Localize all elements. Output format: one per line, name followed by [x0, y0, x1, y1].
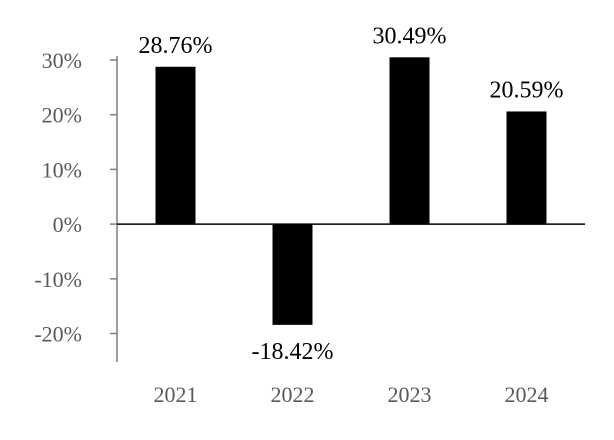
bar-2022: [272, 224, 313, 325]
bars: [155, 57, 547, 325]
y-tick-label: -10%: [34, 267, 82, 292]
data-labels: 28.76% -18.42% 30.49% 20.59%: [139, 23, 564, 365]
bar-2021: [155, 66, 196, 225]
y-tick-label: 20%: [42, 103, 82, 128]
y-tick-label: -20%: [34, 322, 82, 347]
x-axis: 2021 2022 2023 2024: [117, 223, 585, 407]
y-tick-label: 0%: [53, 212, 82, 237]
data-label-2022: -18.42%: [252, 339, 334, 365]
bar-2023: [389, 57, 430, 225]
y-tick-label: 10%: [42, 157, 82, 182]
x-tick-label-2024: 2024: [505, 382, 549, 407]
x-tick-label-2022: 2022: [271, 382, 315, 407]
y-axis: 30% 20% 10% 0% -10% -20%: [34, 48, 118, 362]
x-tick-label-2023: 2023: [388, 382, 432, 407]
data-label-2024: 20.59%: [490, 77, 564, 103]
bar-2024: [506, 111, 547, 225]
data-label-2021: 28.76%: [139, 33, 213, 59]
y-tick-label: 30%: [42, 48, 82, 73]
data-label-2023: 30.49%: [373, 23, 447, 49]
x-tick-label-2021: 2021: [154, 382, 198, 407]
